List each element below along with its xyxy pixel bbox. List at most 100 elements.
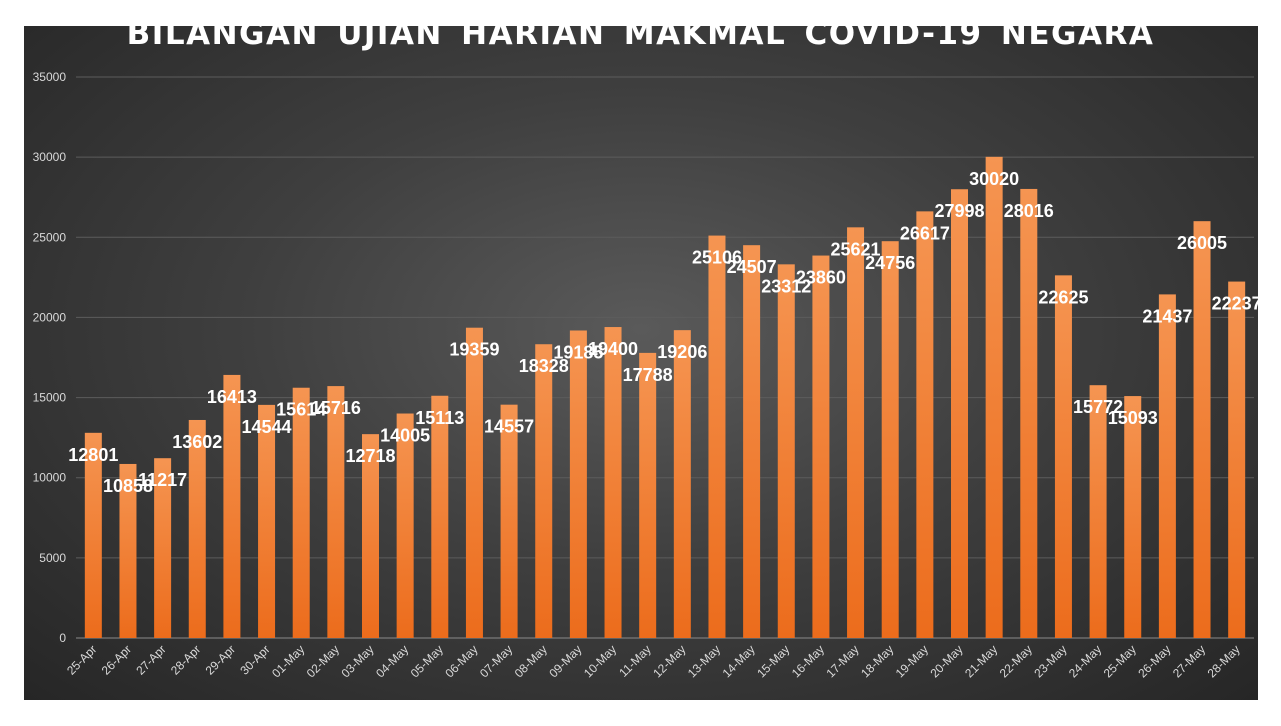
x-tick-label: 18-May [858, 642, 896, 680]
data-label: 15716 [311, 398, 361, 418]
x-tick-label: 22-May [997, 642, 1035, 680]
bar-01-May [292, 387, 310, 638]
bar-13-May [708, 235, 726, 639]
data-label: 27998 [934, 201, 984, 221]
x-tick-label: 06-May [442, 642, 480, 680]
y-tick-label: 30000 [33, 150, 67, 164]
x-tick-label: 08-May [512, 642, 550, 680]
data-label: 24756 [865, 253, 915, 273]
x-tick-label: 28-Apr [168, 642, 203, 677]
bar-16-May [812, 255, 830, 638]
data-label: 19185 [553, 342, 603, 362]
x-tick-label: 02-May [304, 642, 342, 680]
bar-26-Apr [119, 463, 137, 638]
x-tick-label: 13-May [685, 642, 723, 680]
data-label: 15614 [276, 400, 326, 420]
y-tick-label: 25000 [33, 230, 67, 244]
data-label: 17788 [623, 365, 673, 385]
data-label: 23312 [761, 276, 811, 296]
bar-03-May [362, 434, 379, 638]
y-tick-label: 0 [59, 631, 66, 645]
x-axis: 25-Apr 26-Apr 27-Apr 28-Apr 29-Apr 30-Apr01-M… [64, 642, 1243, 680]
bar-21-May [985, 156, 1003, 639]
data-label: 25621 [831, 239, 881, 259]
bar-06-May [465, 327, 483, 638]
data-label: 23860 [796, 268, 846, 288]
x-tick-label: 07-May [477, 642, 515, 680]
bar-22-May [1020, 188, 1038, 638]
y-tick-label: 15000 [33, 391, 67, 405]
data-label: 15113 [415, 408, 464, 428]
data-label: 22237 [1212, 294, 1262, 314]
bar-30-Apr [258, 404, 276, 638]
bar-25-May [1124, 396, 1142, 638]
data-label: 25106 [692, 248, 742, 268]
x-tick-label: 16-May [789, 642, 827, 680]
bar-04-May [396, 413, 414, 638]
x-tick-label: 01-May [269, 642, 307, 680]
bar-27-May [1193, 221, 1211, 638]
x-tick-label: 17-May [823, 642, 861, 680]
bar-10-May [604, 327, 622, 638]
data-label: 28016 [1004, 201, 1054, 221]
data-label: 30020 [969, 169, 1019, 189]
chart-title: BILANGAN UJIAN HARIAN MAKMAL COVID-19 NE… [126, 16, 1155, 52]
data-label: 26005 [1177, 233, 1227, 253]
bar-14-May [743, 245, 761, 638]
bar-29-Apr [223, 374, 241, 638]
x-tick-label: 12-May [650, 642, 688, 680]
x-tick-label: 28-May [1205, 642, 1243, 680]
data-label: 21437 [1142, 306, 1192, 326]
bar-19-May [916, 211, 934, 639]
bar-07-May [500, 404, 518, 638]
data-label: 22625 [1038, 287, 1088, 307]
bar-08-May [535, 344, 553, 638]
x-tick-label: 19-May [893, 642, 931, 680]
bar-09-May [569, 330, 587, 638]
bar-28-Apr [188, 419, 206, 638]
bar-28-May [1228, 281, 1246, 638]
x-tick-label: 30-Apr [237, 642, 272, 677]
data-label: 18328 [519, 356, 569, 376]
data-label: 10858 [103, 476, 153, 496]
x-tick-label: 25-May [1101, 642, 1139, 680]
x-tick-label: 05-May [408, 642, 446, 680]
bar-11-May [639, 352, 657, 638]
y-tick-label: 35000 [33, 70, 67, 84]
bar-20-May [951, 189, 968, 638]
y-axis: 0 5000 10000 15000 20000 25000 30000 35000 [33, 70, 67, 645]
data-label: 24507 [727, 257, 777, 277]
x-tick-label: 20-May [927, 642, 965, 680]
y-tick-label: 20000 [33, 310, 67, 324]
data-label: 11217 [138, 470, 187, 490]
x-tick-label: 21-May [962, 642, 1000, 680]
data-label: 12718 [345, 446, 395, 466]
bar-05-May [431, 395, 449, 638]
data-label: 14544 [242, 417, 292, 437]
bar-23-May [1054, 275, 1072, 638]
data-label: 16413 [207, 387, 257, 407]
x-tick-label: 26-May [1135, 642, 1173, 680]
bar-25-Apr [84, 432, 102, 638]
x-tick-label: 26-Apr [99, 642, 134, 677]
bar-27-Apr [154, 458, 172, 638]
x-tick-label: 23-May [1031, 642, 1069, 680]
data-label: 19400 [588, 339, 638, 359]
x-tick-label: 10-May [581, 642, 619, 680]
bar-24-May [1089, 385, 1107, 638]
data-label: 19206 [657, 342, 707, 362]
x-tick-label: 27-May [1170, 642, 1208, 680]
data-label: 15093 [1108, 408, 1158, 428]
y-tick-label: 10000 [33, 471, 67, 485]
x-tick-label: 03-May [338, 642, 376, 680]
x-tick-label: 04-May [373, 642, 411, 680]
data-label: 14005 [380, 426, 430, 446]
data-label: 13602 [172, 432, 222, 452]
x-tick-label: 14-May [720, 642, 758, 680]
data-label: 12801 [68, 445, 118, 465]
data-label: 19359 [449, 340, 499, 360]
bar-17-May [847, 227, 865, 638]
bar-26-May [1158, 294, 1176, 638]
